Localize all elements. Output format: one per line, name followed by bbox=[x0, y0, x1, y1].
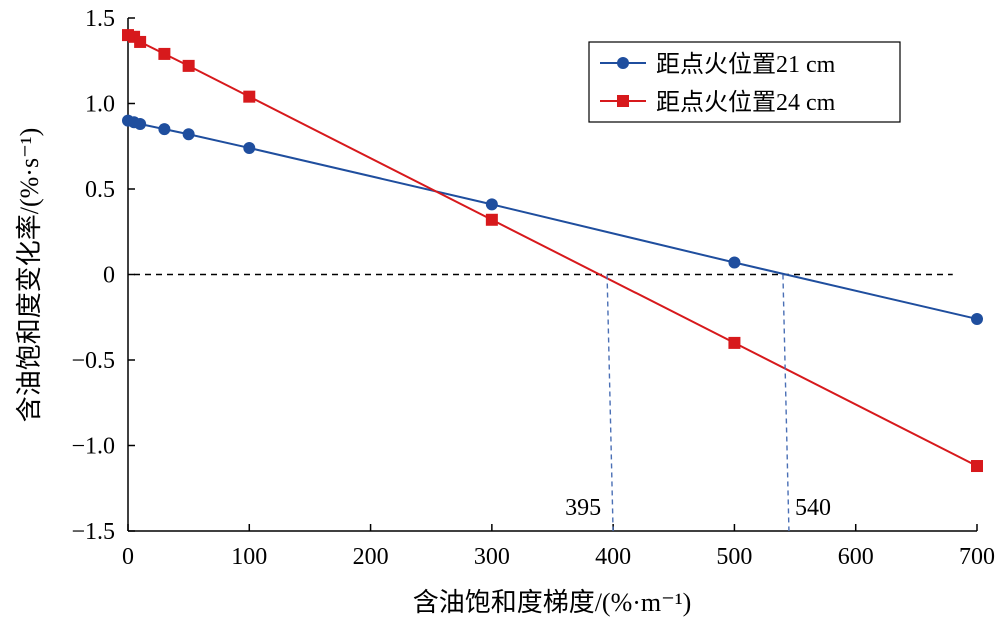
data-point bbox=[728, 256, 741, 269]
x-tick-label: 200 bbox=[353, 544, 389, 570]
legend-label-21cm: 距点火位置21 cm bbox=[656, 51, 836, 78]
x-axis-title: 含油饱和度梯度/(%·m⁻¹) bbox=[413, 588, 692, 617]
data-point bbox=[182, 128, 195, 141]
y-tick-label: −0.5 bbox=[71, 348, 115, 374]
data-point bbox=[485, 213, 498, 226]
data-point bbox=[243, 141, 256, 154]
data-point bbox=[158, 123, 171, 136]
data-point bbox=[158, 47, 171, 60]
annotation-line-395 bbox=[606, 274, 614, 532]
data-point bbox=[134, 118, 147, 131]
legend: 距点火位置21 cm 距点火位置24 cm bbox=[588, 41, 901, 123]
annotation-label-395: 395 bbox=[565, 495, 601, 521]
data-point bbox=[182, 59, 195, 72]
x-tick-label: 700 bbox=[959, 544, 995, 570]
y-tick-label: 0 bbox=[103, 263, 115, 289]
legend-marker-21cm bbox=[617, 57, 629, 69]
legend-marker-24cm bbox=[617, 95, 629, 107]
series-line bbox=[127, 119, 978, 320]
data-point bbox=[128, 30, 141, 43]
y-axis-title: 含油饱和度变化率/(%·s⁻¹) bbox=[15, 128, 44, 423]
data-point bbox=[971, 312, 983, 325]
x-tick-label: 400 bbox=[595, 544, 631, 570]
data-point bbox=[243, 90, 256, 103]
series-layer bbox=[122, 29, 983, 473]
series-1 bbox=[122, 114, 983, 325]
y-tick-label: −1.0 bbox=[71, 434, 115, 460]
y-tick-label: 1.5 bbox=[85, 6, 115, 32]
annotation-label-540: 540 bbox=[795, 495, 831, 521]
data-point bbox=[134, 35, 147, 48]
legend-label-24cm: 距点火位置24 cm bbox=[656, 89, 836, 116]
y-tick-label: 0.5 bbox=[85, 177, 115, 203]
x-tick-label: 500 bbox=[716, 544, 752, 570]
x-tick-label: 100 bbox=[231, 544, 267, 570]
data-point bbox=[971, 460, 983, 473]
ticks: 0 100 200 300 400 500 600 700 1.5 1.0 0.5 0 −0.5 −1.0… bbox=[71, 6, 995, 570]
series-2 bbox=[122, 29, 983, 473]
data-point bbox=[485, 198, 498, 211]
x-tick-label: 300 bbox=[474, 544, 510, 570]
y-tick-label: −1.5 bbox=[71, 519, 115, 545]
data-point bbox=[728, 336, 741, 349]
annotations: 395 540 bbox=[565, 274, 831, 532]
annotation-line-540 bbox=[782, 274, 790, 532]
y-tick-label: 1.0 bbox=[85, 92, 115, 118]
x-tick-label: 600 bbox=[838, 544, 874, 570]
legend-box bbox=[588, 41, 901, 123]
data-point bbox=[122, 29, 134, 42]
x-tick-label: 0 bbox=[122, 544, 134, 570]
